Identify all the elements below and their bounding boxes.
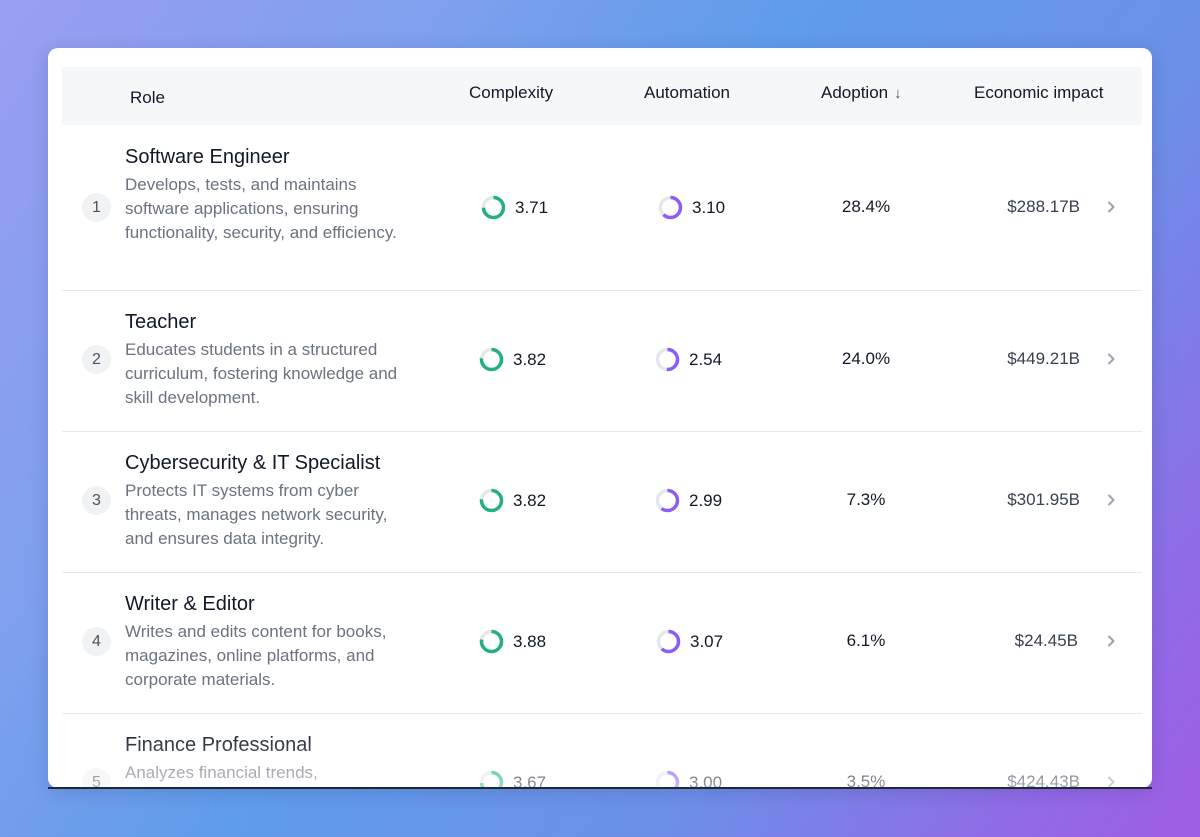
role-title: Teacher xyxy=(125,311,197,333)
complexity-metric: 3.67 xyxy=(479,770,546,788)
complexity-metric: 3.71 xyxy=(481,195,548,220)
table-row[interactable]: 4 Writer & Editor Writes and edits conte… xyxy=(62,572,1142,714)
ring-progress xyxy=(479,347,504,372)
role-title: Cybersecurity & IT Specialist xyxy=(125,452,381,474)
economic-impact-value: $424.43B xyxy=(1007,772,1080,788)
chevron-right-icon[interactable] xyxy=(1104,352,1118,366)
ring-progress xyxy=(655,347,680,372)
automation-metric: 2.54 xyxy=(655,347,722,372)
role-description: Writes and edits content for books, maga… xyxy=(125,622,387,689)
ring-progress xyxy=(479,488,504,513)
rank-badge: 4 xyxy=(82,627,111,656)
table-header: Role Complexity Automation Adoption ↓ Eco… xyxy=(62,67,1142,125)
rank-badge: 3 xyxy=(82,486,111,515)
roles-table-card: Role Complexity Automation Adoption ↓ Eco… xyxy=(48,48,1152,788)
complexity-metric: 3.82 xyxy=(479,488,546,513)
economic-impact-value: $301.95B xyxy=(1007,490,1080,509)
ring-progress xyxy=(481,195,506,220)
adoption-value: 24.0% xyxy=(841,349,891,368)
complexity-ring-icon xyxy=(479,488,504,513)
adoption-value: 6.1% xyxy=(846,631,886,650)
card-bottom-edge xyxy=(48,787,1152,789)
column-header-automation[interactable]: Automation xyxy=(644,83,730,102)
role-title: Finance Professional xyxy=(125,734,312,756)
complexity-ring-icon xyxy=(479,347,504,372)
role-title: Software Engineer xyxy=(125,146,290,168)
arrow-down-icon: ↓ xyxy=(894,84,902,102)
chevron-right-icon[interactable] xyxy=(1104,200,1118,214)
rank-badge: 5 xyxy=(82,768,111,788)
column-header-economic-impact[interactable]: Economic impact xyxy=(974,83,1104,102)
table-row[interactable]: 1 Software Engineer Develops, tests, and… xyxy=(62,125,1142,291)
ring-progress xyxy=(658,195,683,220)
automation-ring-icon xyxy=(655,488,680,513)
adoption-value: 7.3% xyxy=(846,490,886,509)
automation-ring-icon xyxy=(655,770,680,788)
complexity-metric: 3.88 xyxy=(479,629,546,654)
ring-progress xyxy=(479,629,504,654)
adoption-value: 28.4% xyxy=(841,197,891,216)
role-description: Develops, tests, and maintains software … xyxy=(125,175,397,242)
table-row[interactable]: 3 Cybersecurity & IT Specialist Protects… xyxy=(62,431,1142,573)
column-header-role[interactable]: Role xyxy=(130,88,165,107)
adoption-value: 3.5% xyxy=(846,772,886,788)
complexity-ring-icon xyxy=(479,629,504,654)
chevron-right-icon[interactable] xyxy=(1104,634,1118,648)
chevron-right-icon[interactable] xyxy=(1104,493,1118,507)
rank-badge: 1 xyxy=(82,193,111,222)
economic-impact-value: $288.17B xyxy=(1007,197,1080,216)
role-description: Educates students in a structured curric… xyxy=(125,340,398,407)
automation-metric: 3.07 xyxy=(656,629,723,654)
automation-ring-icon xyxy=(656,629,681,654)
ring-progress xyxy=(655,488,680,513)
economic-impact-value: $449.21B xyxy=(1007,349,1080,368)
economic-impact-value: $24.45B xyxy=(1014,631,1078,650)
role-title: Writer & Editor xyxy=(125,593,255,615)
role-description: Protects IT systems from cyber threats, … xyxy=(125,481,388,548)
table-row[interactable]: 5 Finance Professional Analyzes financia… xyxy=(62,713,1142,788)
column-header-complexity[interactable]: Complexity xyxy=(469,83,554,102)
automation-ring-icon xyxy=(655,347,680,372)
ring-progress xyxy=(656,629,681,654)
automation-metric: 3.00 xyxy=(655,770,722,788)
automation-metric: 2.99 xyxy=(655,488,722,513)
column-header-adoption[interactable]: Adoption ↓ xyxy=(821,83,902,102)
table-row[interactable]: 2 Teacher Educates students in a structu… xyxy=(62,290,1142,432)
complexity-ring-icon xyxy=(479,770,504,788)
role-description: Analyzes financial trends, xyxy=(125,763,318,782)
rank-badge: 2 xyxy=(82,345,111,374)
automation-metric: 3.10 xyxy=(658,195,725,220)
complexity-metric: 3.82 xyxy=(479,347,546,372)
automation-ring-icon xyxy=(658,195,683,220)
complexity-ring-icon xyxy=(481,195,506,220)
